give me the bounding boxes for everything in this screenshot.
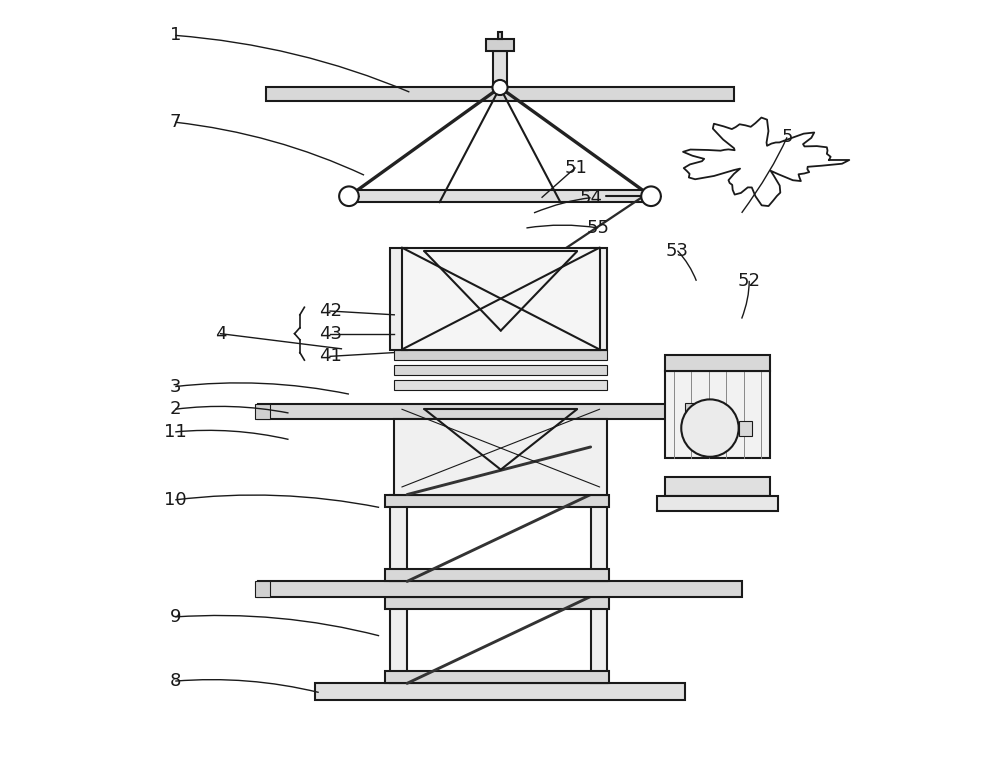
Bar	[665, 371, 770, 459]
Bar	[266, 87, 734, 101]
Bar	[258, 404, 742, 419]
Bar	[385, 672, 609, 684]
Text: 55: 55	[587, 219, 610, 237]
Circle shape	[339, 186, 359, 206]
Bar	[349, 190, 651, 202]
Bar	[255, 404, 270, 419]
Bar	[394, 365, 607, 375]
Circle shape	[681, 399, 739, 457]
Bar	[591, 494, 607, 581]
Bar	[390, 597, 407, 684]
Text: 9: 9	[170, 608, 181, 626]
Text: 8: 8	[170, 672, 181, 690]
Bar	[685, 403, 696, 417]
Text: 51: 51	[564, 158, 587, 177]
Bar	[486, 39, 514, 52]
Bar	[493, 52, 507, 87]
Text: 52: 52	[738, 272, 761, 290]
Bar	[385, 569, 609, 581]
Bar	[591, 597, 607, 684]
Text: 11: 11	[164, 423, 187, 441]
Text: 2: 2	[170, 400, 181, 418]
Text: 54: 54	[579, 189, 602, 207]
Bar	[390, 248, 407, 349]
Bar	[315, 684, 685, 700]
Text: 43: 43	[319, 324, 342, 343]
Bar	[665, 478, 770, 496]
Bar	[390, 494, 407, 581]
Bar	[394, 419, 607, 494]
Bar	[394, 349, 607, 360]
Bar	[665, 355, 770, 371]
Bar	[394, 380, 607, 390]
Bar	[402, 248, 600, 349]
Text: 41: 41	[319, 347, 342, 365]
Text: 5: 5	[781, 128, 793, 146]
Bar	[699, 403, 711, 417]
Bar	[714, 403, 725, 417]
Text: 4: 4	[215, 324, 226, 343]
Bar	[258, 581, 742, 597]
Text: 3: 3	[170, 377, 181, 396]
Bar	[385, 597, 609, 609]
Bar	[657, 496, 778, 511]
Circle shape	[492, 80, 508, 95]
Bar	[498, 32, 502, 39]
Bar	[255, 581, 270, 597]
Text: 53: 53	[666, 242, 689, 259]
Text: 42: 42	[319, 302, 342, 320]
Text: 7: 7	[170, 113, 181, 131]
Text: 10: 10	[164, 491, 187, 509]
Bar	[385, 494, 609, 506]
Text: 1: 1	[170, 27, 181, 45]
Bar	[591, 248, 607, 349]
Circle shape	[641, 186, 661, 206]
Bar	[739, 421, 752, 436]
